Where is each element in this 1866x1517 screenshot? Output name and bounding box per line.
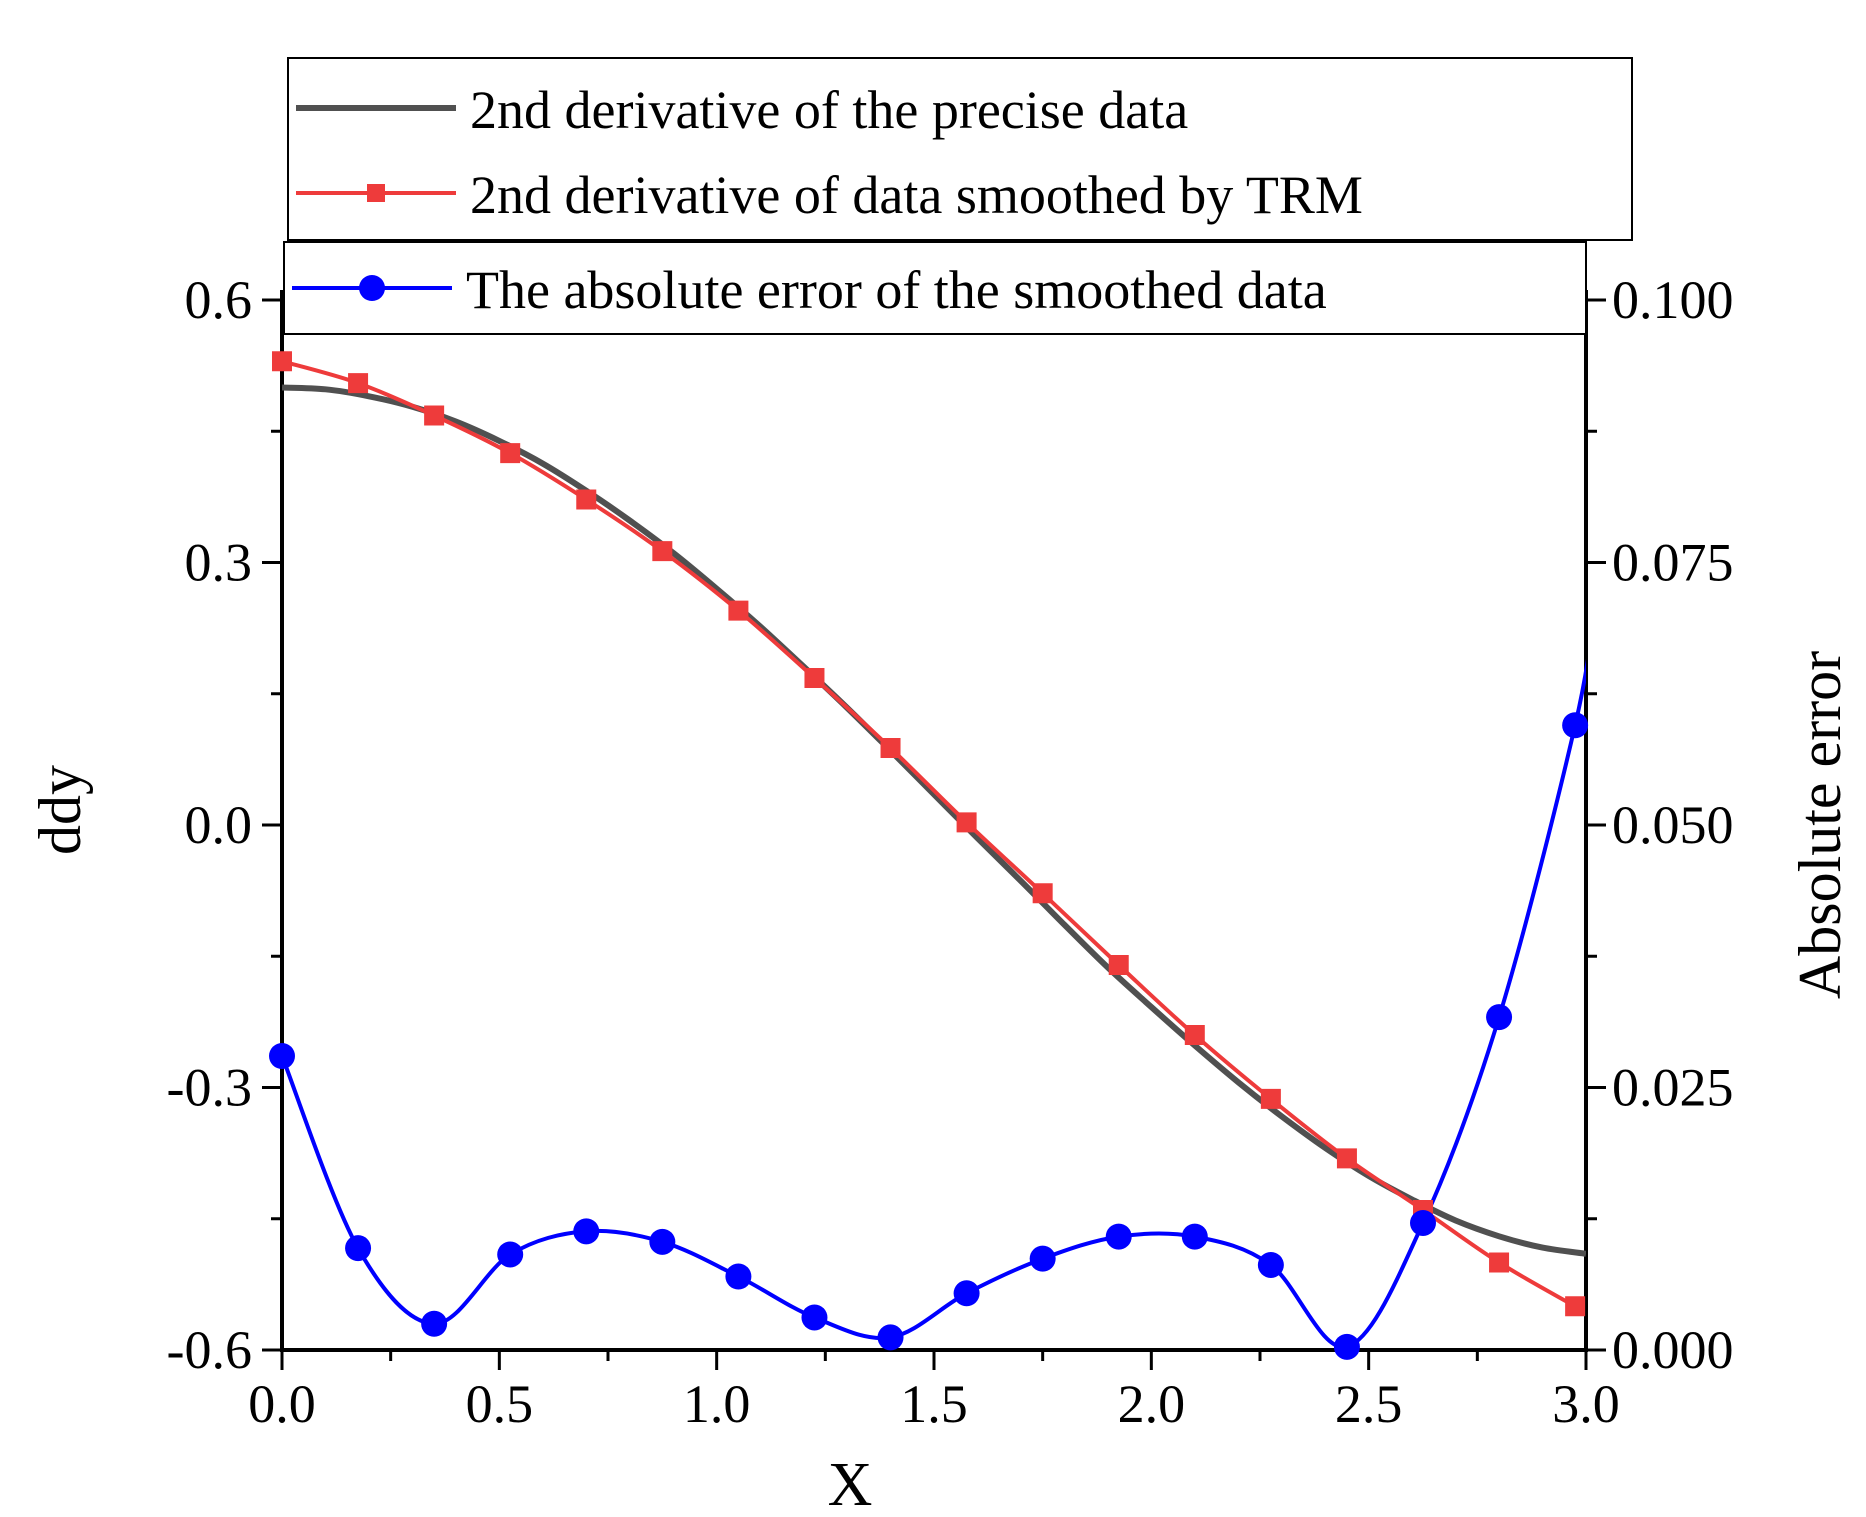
y-tick-label: -0.6 bbox=[167, 1320, 252, 1380]
data-point-trm bbox=[956, 812, 977, 833]
y-tick-label: 0.0 bbox=[185, 795, 253, 855]
legend-box-error: The absolute error of the smoothed data bbox=[283, 241, 1587, 335]
y2-tick-label: 0.025 bbox=[1612, 1058, 1734, 1118]
data-point-error bbox=[1257, 1251, 1284, 1278]
x-tick-label: 2.5 bbox=[1335, 1374, 1403, 1434]
x-tick-label: 1.0 bbox=[683, 1374, 751, 1434]
data-point-error bbox=[649, 1228, 676, 1255]
data-point-error bbox=[1486, 1004, 1513, 1031]
legend-label-error: The absolute error of the smoothed data bbox=[466, 260, 1327, 320]
y2-tick-label: 0.000 bbox=[1612, 1320, 1734, 1380]
data-point-error bbox=[1562, 712, 1589, 739]
data-point-trm bbox=[1565, 1296, 1586, 1317]
data-point-trm bbox=[1336, 1148, 1357, 1169]
data-point-error bbox=[1410, 1209, 1436, 1236]
y-tick-label: -0.3 bbox=[167, 1058, 252, 1118]
legend-label-precise: 2nd derivative of the precise data bbox=[470, 80, 1188, 140]
data-point-trm bbox=[272, 351, 292, 372]
axes-layer: 0.0 0.5 1.0 1.5 2.0 2.5 3.0 -0.6 -0.3 0.0 0.3 0.6 0.… bbox=[167, 270, 1734, 1434]
data-point-error bbox=[1029, 1245, 1056, 1272]
y2-axis-title: Absolute error bbox=[1787, 651, 1853, 999]
y-tick-label: 0.3 bbox=[185, 533, 253, 593]
data-point-trm bbox=[348, 373, 369, 394]
data-point-error bbox=[269, 1043, 295, 1069]
data-point-error bbox=[877, 1324, 904, 1351]
series-line-0 bbox=[282, 384, 1586, 1257]
data-point-trm bbox=[1489, 1252, 1510, 1273]
legend-label-trm: 2nd derivative of data smoothed by TRM bbox=[470, 165, 1363, 225]
y2-tick-label: 0.050 bbox=[1612, 795, 1734, 855]
data-point-error bbox=[725, 1263, 752, 1290]
data-point-error bbox=[497, 1241, 524, 1268]
x-tick-label: 2.0 bbox=[1118, 1374, 1186, 1434]
y2-tick-label: 0.100 bbox=[1612, 270, 1734, 330]
data-point-trm bbox=[728, 600, 749, 621]
data-point-trm bbox=[500, 443, 521, 464]
series-line-1 bbox=[282, 359, 1577, 1309]
legend-box-top: 2nd derivative of the precise data 2nd d… bbox=[287, 57, 1633, 241]
legend-marker-error bbox=[359, 275, 385, 301]
data-point-error bbox=[345, 1235, 372, 1262]
marker-layer bbox=[269, 351, 1589, 1360]
y-axis-title: ddy bbox=[27, 765, 93, 855]
y2-tick-label: 0.075 bbox=[1612, 533, 1734, 593]
data-point-trm bbox=[880, 738, 901, 758]
x-tick-label: 0.0 bbox=[248, 1374, 316, 1434]
y-tick-label: 0.6 bbox=[185, 270, 253, 330]
x-tick-label: 1.5 bbox=[900, 1374, 968, 1434]
data-point-trm bbox=[1032, 883, 1053, 904]
x-tick-label: 3.0 bbox=[1552, 1374, 1620, 1434]
data-point-trm bbox=[1260, 1088, 1281, 1109]
data-point-trm bbox=[804, 668, 825, 688]
data-point-trm bbox=[652, 541, 673, 562]
x-axis-title: X bbox=[828, 1451, 873, 1517]
data-point-error bbox=[1181, 1223, 1208, 1250]
data-point-error bbox=[801, 1304, 828, 1331]
legend-marker-trm bbox=[367, 184, 385, 202]
data-point-error bbox=[1333, 1333, 1360, 1360]
data-point-error bbox=[953, 1280, 980, 1307]
data-point-error bbox=[573, 1218, 600, 1245]
data-point-error bbox=[1105, 1223, 1132, 1250]
series-layer bbox=[282, 359, 1586, 1350]
data-point-trm bbox=[1108, 955, 1129, 975]
data-point-trm bbox=[576, 489, 597, 510]
series-line-2 bbox=[282, 658, 1586, 1350]
data-point-trm bbox=[1184, 1025, 1205, 1045]
data-point-trm bbox=[424, 405, 445, 426]
x-tick-label: 0.5 bbox=[466, 1374, 534, 1434]
data-point-error bbox=[421, 1310, 448, 1337]
